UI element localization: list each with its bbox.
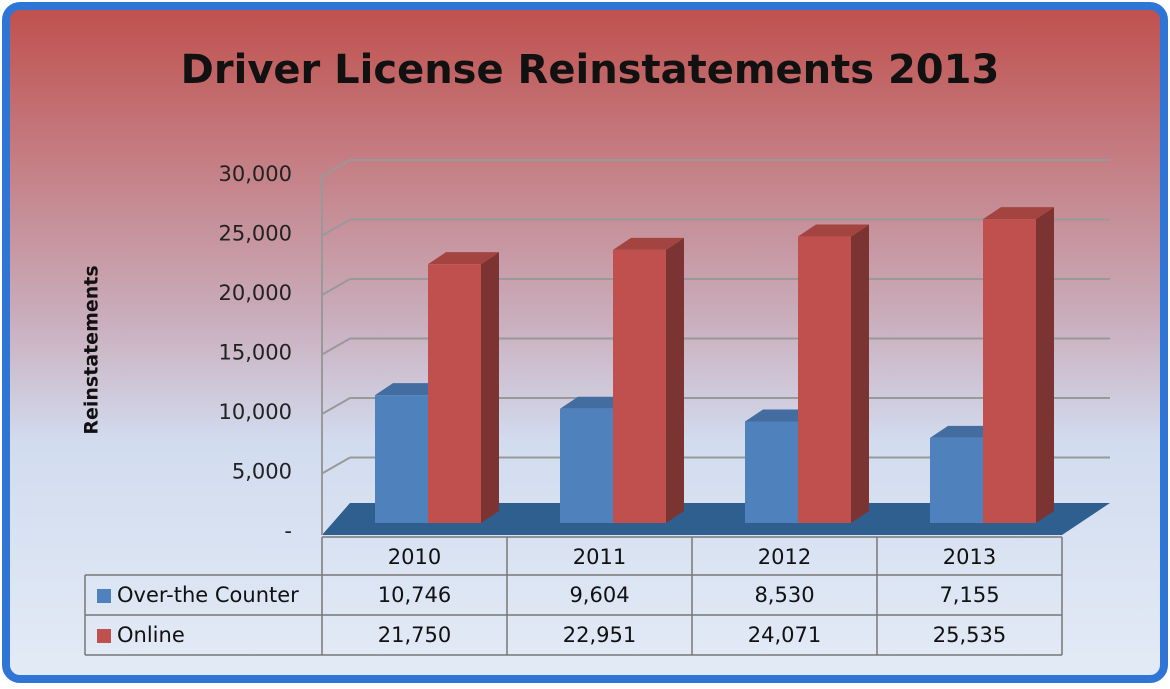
grid-line bbox=[321, 159, 351, 177]
table-value: 22,951 bbox=[563, 623, 636, 647]
bar bbox=[745, 421, 798, 523]
bar-top bbox=[428, 252, 499, 265]
x-tick-label: 2010 bbox=[388, 545, 441, 569]
y-tick-label: 30,000 bbox=[219, 162, 292, 186]
y-tick-label: 15,000 bbox=[219, 341, 292, 365]
bar-side bbox=[666, 237, 684, 523]
table-value: 24,071 bbox=[748, 623, 821, 647]
grid-line bbox=[321, 218, 351, 237]
bar bbox=[428, 264, 481, 523]
bar-top bbox=[613, 237, 684, 250]
legend-label: Over-the Counter bbox=[117, 583, 299, 607]
bar bbox=[613, 249, 666, 523]
table-value: 8,530 bbox=[754, 583, 814, 607]
grid-line bbox=[321, 397, 351, 415]
bar-side bbox=[1036, 207, 1054, 524]
grid-line bbox=[321, 337, 351, 356]
y-tick-label: 10,000 bbox=[219, 400, 292, 424]
y-axis-label: Reinstatements bbox=[81, 265, 103, 434]
table-value: 21,750 bbox=[378, 623, 451, 647]
bar-side bbox=[481, 252, 499, 524]
table-value: 10,746 bbox=[378, 583, 451, 607]
x-tick-label: 2013 bbox=[943, 545, 996, 569]
bar-top bbox=[983, 207, 1054, 220]
legend-swatch bbox=[97, 629, 111, 643]
y-tick-label: - bbox=[284, 519, 292, 543]
bar-side bbox=[851, 224, 869, 523]
bar bbox=[930, 437, 983, 523]
table-value: 9,604 bbox=[569, 583, 629, 607]
floor bbox=[322, 503, 1110, 535]
x-tick-label: 2011 bbox=[573, 545, 626, 569]
bar bbox=[560, 408, 613, 523]
x-tick-label: 2012 bbox=[758, 545, 811, 569]
y-tick-label: 25,000 bbox=[219, 222, 292, 246]
bar bbox=[375, 395, 428, 523]
table-value: 7,155 bbox=[939, 583, 999, 607]
chart-title: Driver License Reinstatements 2013 bbox=[181, 47, 1000, 93]
y-tick-label: 5,000 bbox=[232, 460, 292, 484]
legend-swatch bbox=[97, 589, 111, 603]
y-tick-label: 20,000 bbox=[219, 281, 292, 305]
bar bbox=[983, 219, 1036, 524]
bar bbox=[798, 236, 851, 523]
bar-top bbox=[798, 224, 869, 237]
grid-line bbox=[321, 456, 351, 475]
legend-label: Online bbox=[117, 623, 185, 647]
grid-line bbox=[321, 278, 351, 296]
table-value: 25,535 bbox=[933, 623, 1006, 647]
